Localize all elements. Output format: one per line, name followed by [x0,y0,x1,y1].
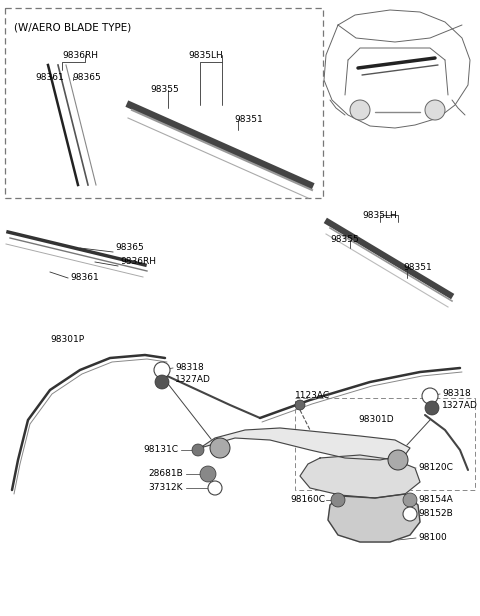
Text: 37312K: 37312K [148,484,182,493]
Polygon shape [328,494,420,542]
Text: 98355: 98355 [330,235,359,245]
Text: 98355: 98355 [150,86,179,94]
Text: 98318: 98318 [442,389,471,399]
Text: 1327AD: 1327AD [442,402,478,410]
Text: 98365: 98365 [115,243,144,253]
Text: 1123AC: 1123AC [295,392,330,400]
Text: 98351: 98351 [234,116,263,124]
Polygon shape [300,455,420,498]
Circle shape [192,444,204,456]
Circle shape [295,400,305,410]
Bar [5,8,323,198]
Text: 98120C: 98120C [418,463,453,472]
Text: 98361: 98361 [35,73,64,81]
Text: 98160C: 98160C [290,495,325,505]
Text: 98351: 98351 [403,264,432,272]
Circle shape [208,481,222,495]
Text: 98100: 98100 [418,533,447,543]
Text: 9835LH: 9835LH [188,51,223,60]
Text: 98301P: 98301P [50,336,84,344]
Text: 98318: 98318 [175,363,204,373]
Polygon shape [200,428,410,460]
Text: 1327AD: 1327AD [175,376,211,384]
Text: 98365: 98365 [72,73,101,81]
Circle shape [403,507,417,521]
Circle shape [155,375,169,389]
Circle shape [403,493,417,507]
Text: 98301D: 98301D [358,416,394,424]
Circle shape [331,493,345,507]
Text: 98361: 98361 [70,274,99,283]
Circle shape [210,438,230,458]
Text: 98131C: 98131C [143,445,178,455]
Circle shape [200,466,216,482]
Circle shape [388,450,408,470]
Circle shape [422,388,438,404]
Circle shape [425,401,439,415]
Text: 98152B: 98152B [418,509,453,519]
Text: 28681B: 28681B [148,469,183,479]
Circle shape [425,100,445,120]
Text: 9836RH: 9836RH [120,257,156,267]
Circle shape [350,100,370,120]
Text: 98154A: 98154A [418,495,453,505]
Circle shape [154,362,170,378]
Text: 9836RH: 9836RH [62,51,98,60]
Text: (W/AERO BLADE TYPE): (W/AERO BLADE TYPE) [14,22,131,32]
Bar [295,398,475,490]
Text: 9835LH: 9835LH [362,211,397,219]
